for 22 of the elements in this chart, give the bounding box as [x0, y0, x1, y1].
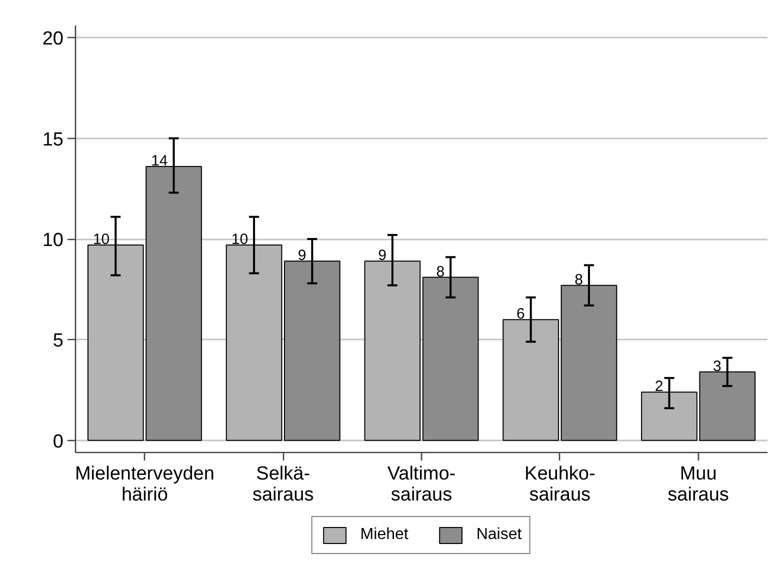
legend-label: Naiset	[476, 526, 522, 544]
y-tick-label: 5	[52, 330, 64, 352]
data-label: 14	[151, 152, 168, 170]
data-label: 6	[516, 306, 525, 323]
x-tick-label: Valtimo- sairaus	[387, 464, 456, 506]
y-tick-label: 20	[42, 28, 64, 50]
data-label: 10	[231, 231, 248, 248]
data-label: 3	[713, 358, 722, 375]
data-label: 9	[298, 247, 306, 264]
x-tick-label: Muu sairaus	[668, 464, 729, 506]
legend-label: Miehet	[360, 526, 408, 544]
y-tick-label: 0	[52, 431, 64, 452]
y-tick-label: 10	[42, 230, 64, 251]
x-tick-label: Keuhko- sairaus	[524, 464, 596, 506]
x-tick-label: Selkä- sairaus	[252, 464, 314, 506]
data-label: 2	[654, 378, 664, 396]
y-tick-label: 15	[42, 129, 64, 150]
data-label: 8	[574, 271, 583, 288]
data-label: 10	[92, 231, 110, 248]
data-label: 9	[378, 247, 386, 264]
x-tick-label: Mielenterveyden häiriö	[74, 464, 214, 506]
data-label: 8	[436, 263, 445, 280]
